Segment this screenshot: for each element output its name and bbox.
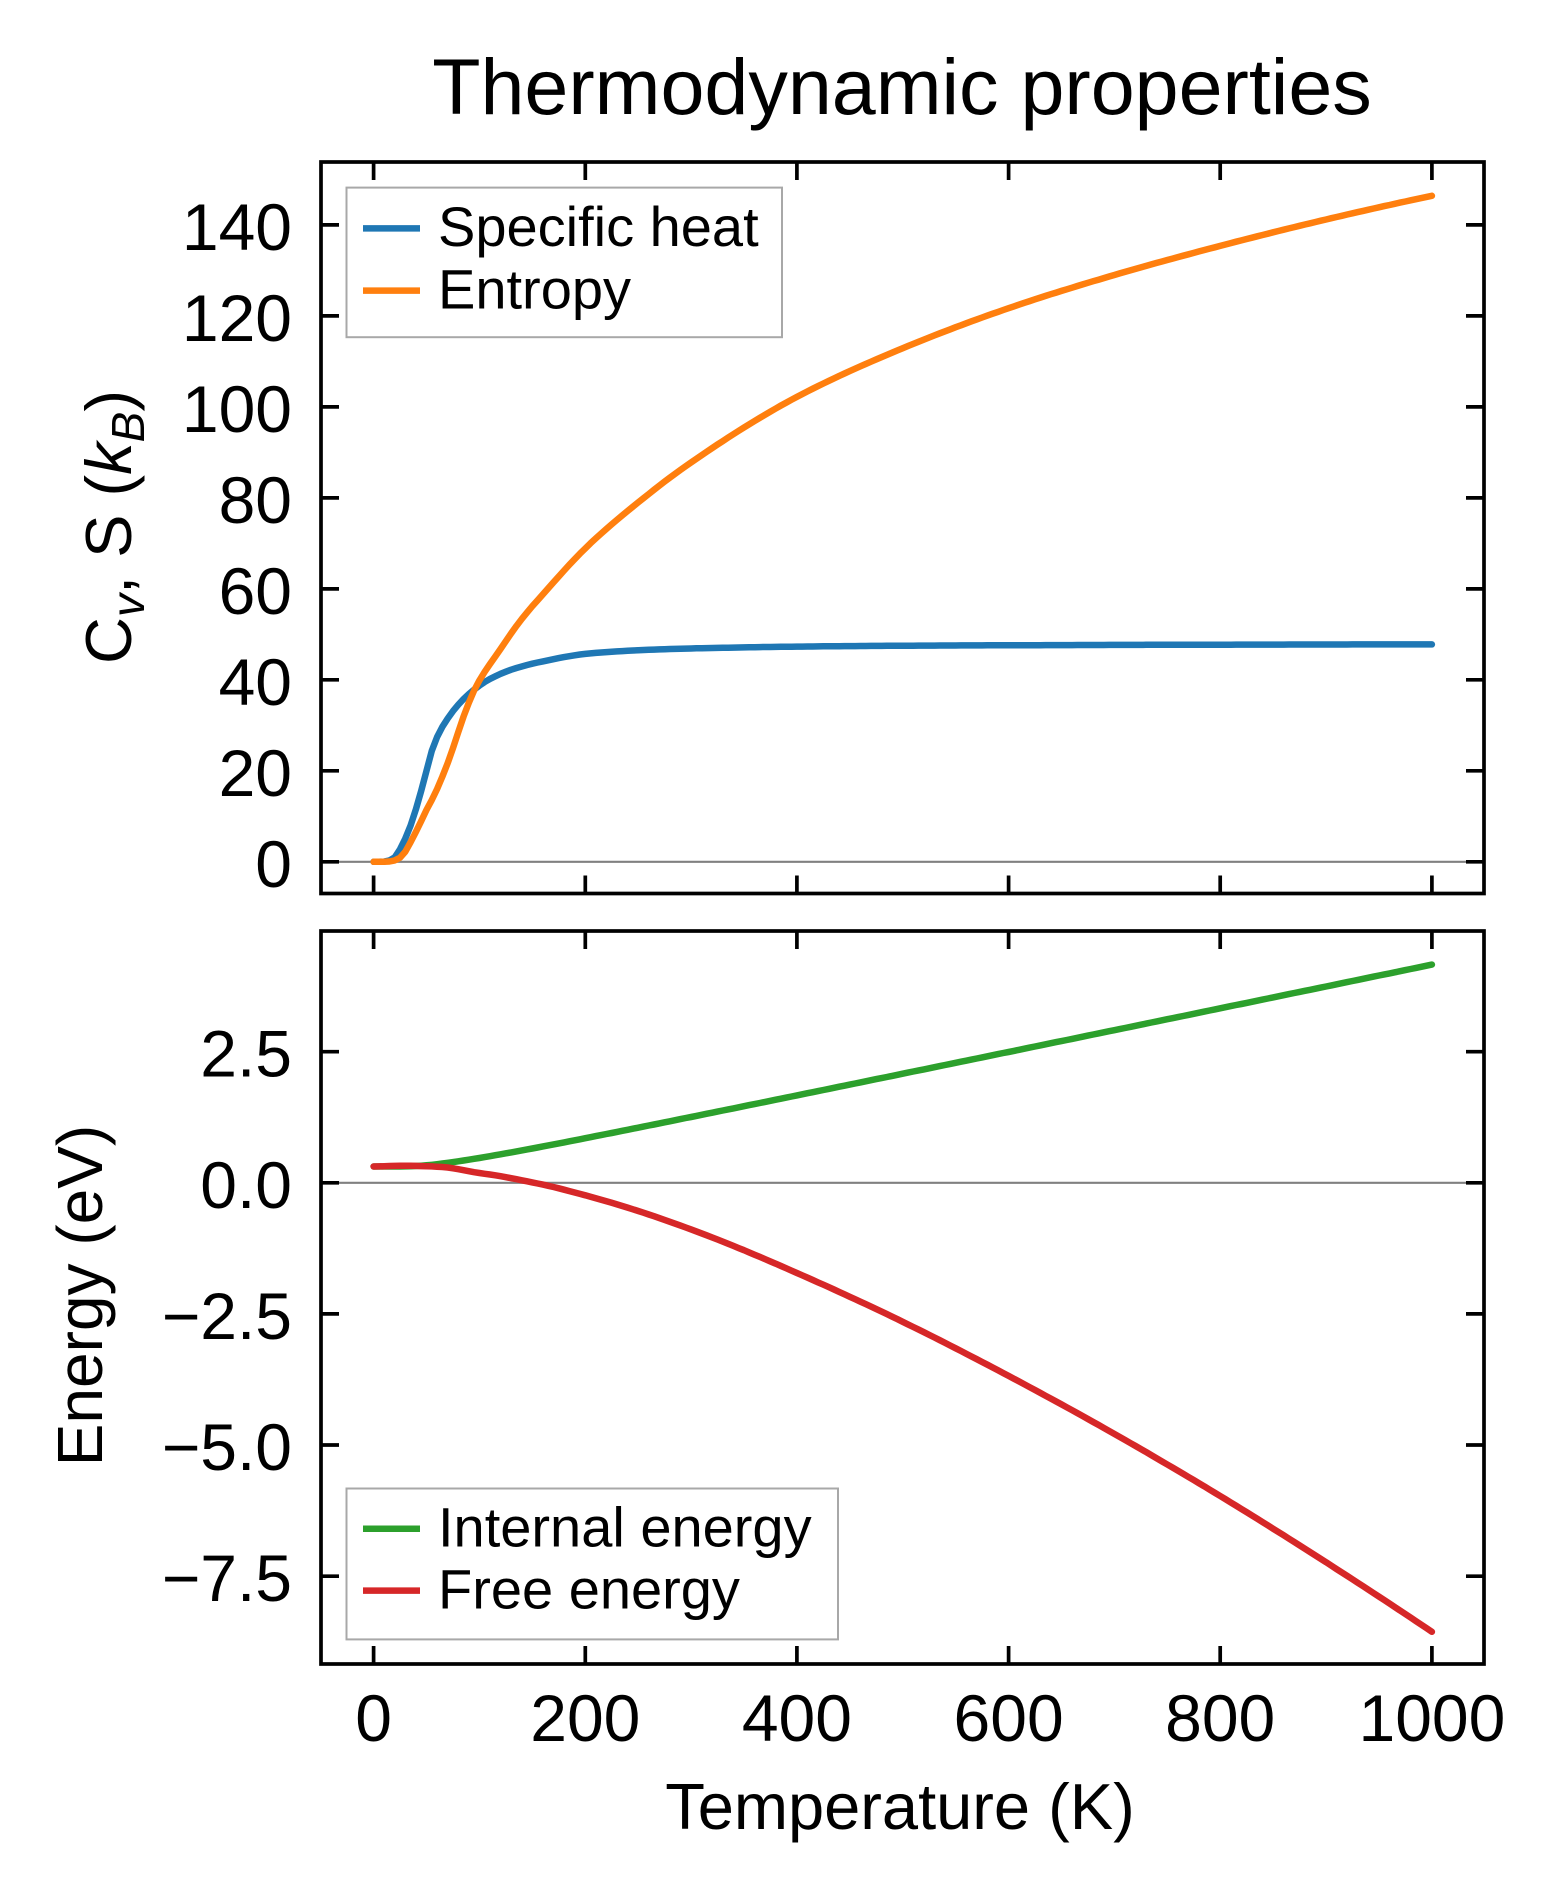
svg-text:−2.5: −2.5 [162,1279,292,1353]
svg-text:200: 200 [530,1681,640,1755]
svg-text:Temperature (K): Temperature (K) [665,1770,1135,1843]
svg-text:−5.0: −5.0 [162,1410,292,1484]
svg-text:40: 40 [219,645,292,719]
svg-text:Thermodynamic properties: Thermodynamic properties [432,42,1372,131]
svg-text:2.5: 2.5 [200,1017,292,1091]
svg-text:20: 20 [219,736,292,810]
svg-text:400: 400 [742,1681,852,1755]
svg-text:140: 140 [182,190,292,264]
svg-text:0.0: 0.0 [200,1148,292,1222]
svg-text:Entropy: Entropy [438,257,631,320]
svg-text:0: 0 [355,1681,392,1755]
svg-text:Specific heat: Specific heat [438,195,759,258]
svg-text:800: 800 [1165,1681,1275,1755]
svg-text:600: 600 [954,1681,1064,1755]
svg-text:0: 0 [255,827,292,901]
svg-text:Free energy: Free energy [438,1557,740,1620]
svg-text:Cv, S (kB): Cv, S (kB) [72,390,154,664]
svg-text:−7.5: −7.5 [162,1541,292,1615]
svg-text:100: 100 [182,372,292,446]
svg-text:Energy (eV): Energy (eV) [44,1125,116,1466]
svg-text:60: 60 [219,554,292,628]
svg-text:120: 120 [182,281,292,355]
svg-text:Internal energy: Internal energy [438,1496,812,1559]
svg-text:1000: 1000 [1358,1681,1505,1755]
svg-text:80: 80 [219,463,292,537]
